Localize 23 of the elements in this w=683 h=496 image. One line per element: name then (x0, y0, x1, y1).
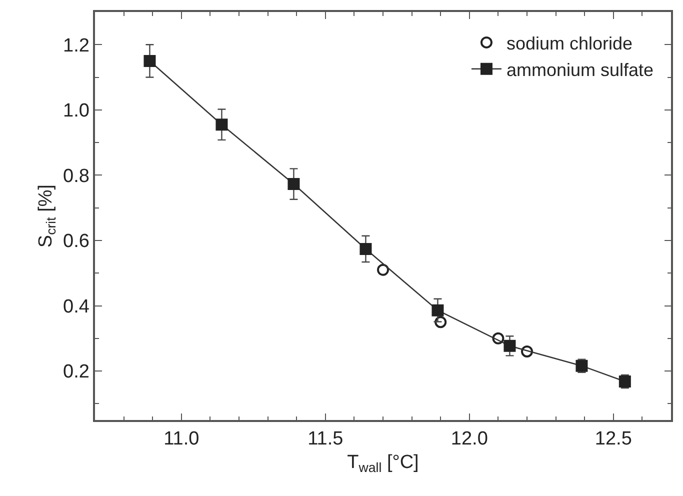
point (432, 304, 444, 316)
point (288, 178, 300, 190)
text: 11.0 (164, 428, 200, 450)
point (216, 118, 228, 131)
x-axis-title: T$_{wall}$ [°C] (347, 452, 419, 475)
point (434, 316, 447, 328)
point (144, 54, 156, 67)
point (360, 242, 372, 255)
y-tick-label: 0.4 (63, 296, 90, 318)
point (504, 340, 516, 352)
x-tick-label: 12.0 (450, 428, 488, 450)
x-tick-label: 11.5 (308, 428, 344, 450)
legend-label: sodium chloride (506, 33, 633, 54)
y-tick-label: 0.6 (63, 231, 90, 252)
point (521, 345, 533, 358)
y-tick-label: 0.2 (63, 362, 90, 383)
x-tick-label: 12.5 (594, 428, 632, 450)
y-tick-label: 1.2 (63, 35, 90, 56)
point (492, 332, 504, 344)
legend-label: ammonium sulfate (506, 60, 654, 80)
point (377, 264, 389, 276)
y-tick-label: 0.8 (63, 166, 90, 187)
y-tick-label: 1.0 (63, 100, 90, 122)
